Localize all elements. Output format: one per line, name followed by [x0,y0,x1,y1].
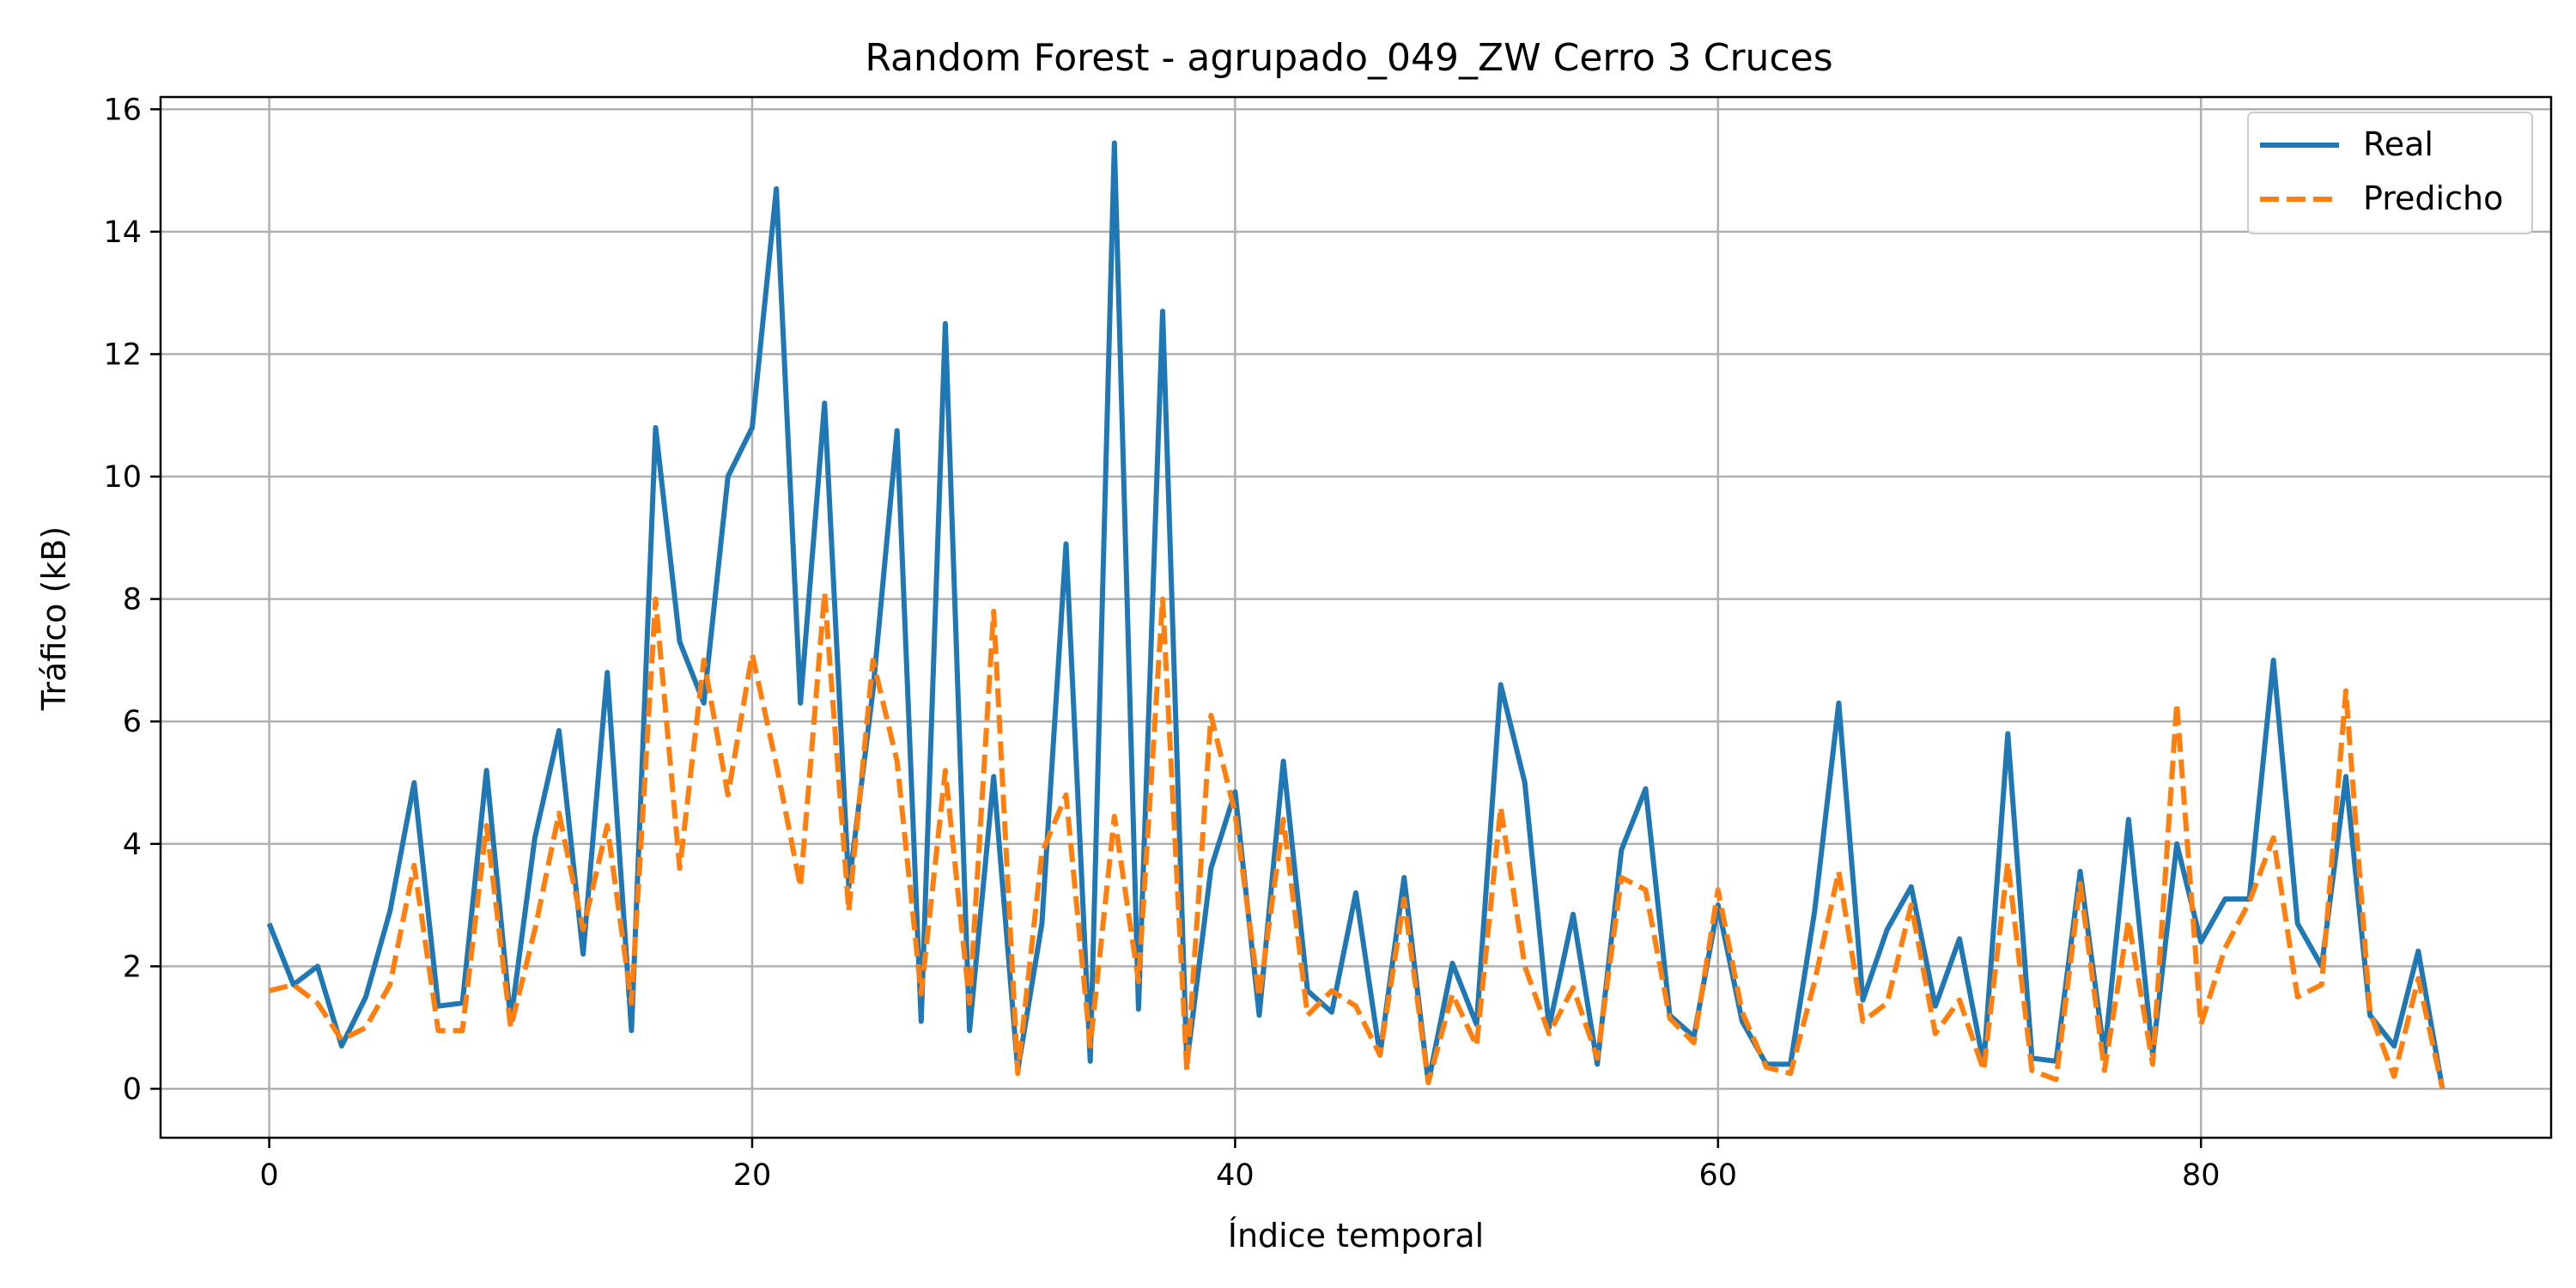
y-tick-label: 14 [103,216,142,250]
y-tick-label: 16 [103,93,142,127]
y-tick-label: 2 [123,950,142,984]
y-axis-label: Tráfico (kB) [35,526,73,711]
x-axis: 0 20 40 60 80 [259,1138,2221,1193]
plot-frame [159,95,2553,1139]
grid [161,97,2551,1138]
y-tick-label: 0 [123,1072,142,1107]
series-line-real [266,140,2445,1090]
x-tick-label: 60 [1699,1158,1738,1193]
x-tick-label: 0 [259,1158,278,1193]
y-tick-label: 6 [123,705,142,739]
y-tick-label: 4 [123,828,142,862]
x-tick-label: 80 [2182,1158,2221,1193]
legend-label-real: Real [2363,125,2433,163]
legend-label-predicho: Predicho [2363,179,2503,217]
y-axis: 0 2 4 6 8 10 12 14 16 [103,93,161,1107]
y-tick-label: 8 [123,583,142,617]
series-line-predicho [268,590,2445,1090]
legend: Real Predicho [2247,112,2533,234]
y-tick-label: 10 [103,460,142,495]
chart-title: Random Forest - agrupado_049_ZW Cerro 3 … [865,36,1832,80]
series-lines [266,140,2445,1090]
x-tick-label: 40 [1216,1158,1255,1193]
x-axis-label: Índice temporal [1228,1217,1484,1255]
x-tick-label: 20 [733,1158,772,1193]
y-tick-label: 12 [103,337,142,372]
